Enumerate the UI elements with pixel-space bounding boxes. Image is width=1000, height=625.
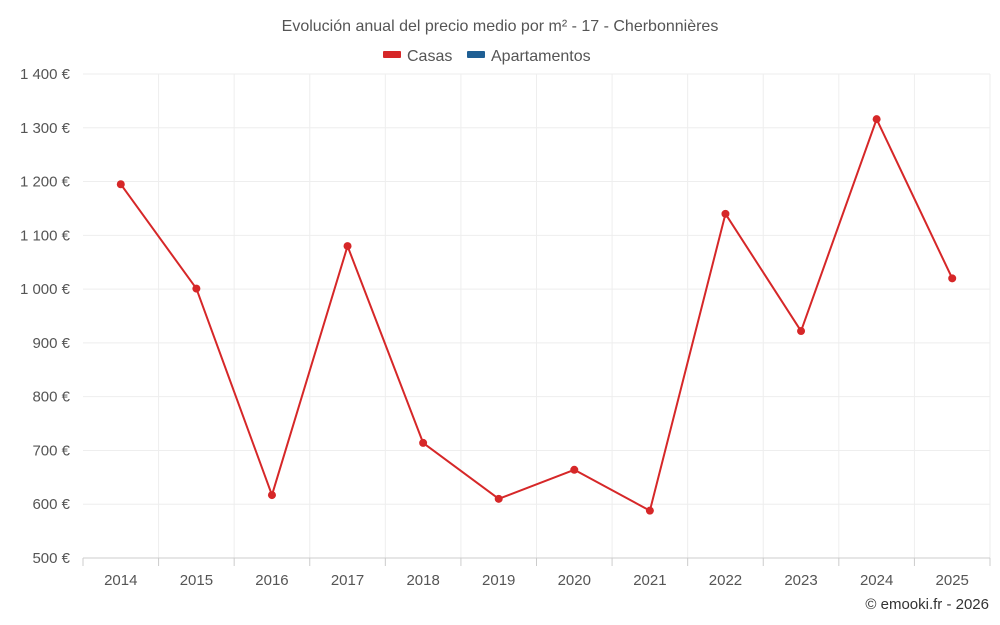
legend-item-apartamentos: Apartamentos — [491, 48, 591, 65]
data-point — [721, 209, 730, 218]
data-point — [343, 242, 352, 251]
data-point — [419, 438, 428, 447]
y-tick-label: 1 400 € — [20, 66, 71, 83]
data-point — [267, 491, 276, 500]
y-tick-label: 1 000 € — [20, 281, 71, 298]
legend-swatch-casas — [383, 51, 401, 58]
x-tick-label: 2018 — [406, 572, 439, 589]
series-line-casas — [119, 118, 954, 512]
credit-text: © emooki.fr - 2026 — [865, 596, 989, 613]
x-tick-label: 2020 — [558, 572, 591, 589]
chart-title: Evolución anual del precio medio por m² … — [282, 18, 719, 35]
legend-item-casas: Casas — [407, 48, 452, 65]
x-tick-label: 2025 — [936, 572, 969, 589]
data-point — [494, 494, 503, 503]
x-tick-label: 2022 — [709, 572, 742, 589]
data-point — [797, 327, 806, 336]
x-tick-label: 2014 — [104, 572, 137, 589]
data-point — [570, 465, 579, 474]
data-point — [872, 115, 881, 124]
y-tick-label: 1 100 € — [20, 227, 71, 244]
legend: Casas Apartamentos — [383, 48, 591, 65]
y-tick-label: 1 200 € — [20, 174, 71, 191]
data-point — [192, 284, 201, 293]
x-tick-label: 2016 — [255, 572, 288, 589]
x-axis: 2014 2015 2016 2017 2018 2019 2020 2021 2022 2023… — [82, 557, 991, 589]
y-tick-label: 700 € — [32, 442, 70, 459]
x-tick-label: 2019 — [482, 572, 515, 589]
y-tick-label: 600 € — [32, 496, 70, 513]
data-point — [948, 274, 957, 283]
x-tick-label: 2024 — [860, 572, 893, 589]
x-tick-label: 2023 — [784, 572, 817, 589]
y-axis: 500 € 600 € 700 € 800 € 900 € 1 000 € 1 100 € 1… — [20, 66, 71, 567]
y-tick-label: 1 300 € — [20, 120, 71, 137]
series-layer — [116, 115, 957, 515]
legend-swatch-apartamentos — [467, 51, 485, 58]
x-tick-label: 2017 — [331, 572, 364, 589]
y-tick-label: 500 € — [32, 550, 70, 567]
x-tick-label: 2021 — [633, 572, 666, 589]
y-tick-label: 800 € — [32, 389, 70, 406]
data-point — [116, 180, 125, 189]
x-tick-label: 2015 — [180, 572, 213, 589]
y-tick-label: 900 € — [32, 335, 70, 352]
data-point — [645, 506, 654, 515]
grid — [83, 73, 991, 558]
